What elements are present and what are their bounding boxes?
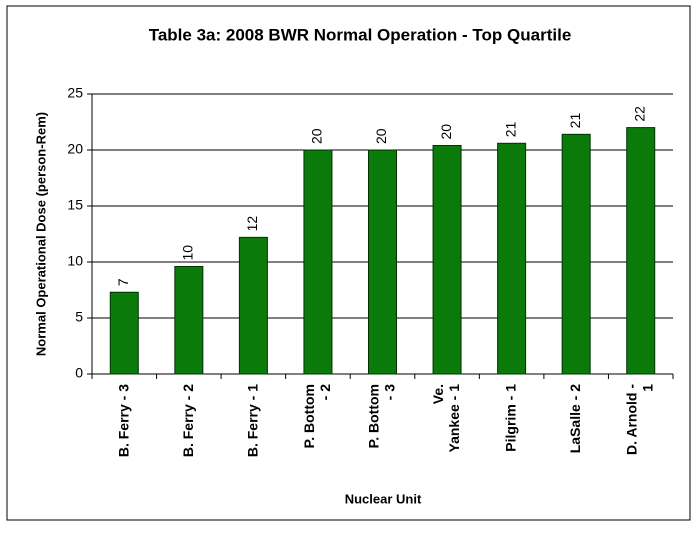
- y-tick-label: 15: [67, 197, 83, 213]
- x-tick-label: Ve.Yankee - 1: [430, 384, 462, 453]
- bar: [561, 133, 591, 375]
- x-tick-label: B. Ferry - 3: [115, 384, 131, 457]
- value-label: 22: [631, 106, 647, 122]
- value-label: 20: [373, 128, 389, 144]
- bar: [626, 127, 656, 375]
- x-tick-label: B. Ferry - 1: [244, 384, 260, 457]
- bar: [303, 149, 333, 375]
- bar: [238, 236, 268, 375]
- value-label: 20: [438, 124, 454, 140]
- chart-title: Table 3a: 2008 BWR Normal Operation - To…: [149, 25, 572, 44]
- value-label: 10: [180, 245, 196, 261]
- value-label: 12: [244, 216, 260, 232]
- value-label: 20: [309, 128, 325, 144]
- bar: [368, 149, 397, 375]
- y-tick-label: 10: [67, 253, 83, 269]
- y-tick-label: 0: [75, 365, 83, 381]
- x-axis-label: Nuclear Unit: [345, 491, 422, 506]
- value-label: 21: [502, 121, 518, 137]
- value-label: 21: [567, 113, 583, 129]
- bar: [174, 265, 204, 375]
- bar: [109, 291, 139, 375]
- y-tick-label: 25: [67, 85, 83, 101]
- bar: [432, 145, 462, 375]
- x-tick-label: Pilgrim - 1: [502, 384, 518, 452]
- x-tick-label: LaSalle - 2: [567, 384, 583, 453]
- y-axis-label: Normal Operational Dose (person-Rem): [33, 112, 48, 356]
- y-tick-label: 5: [75, 309, 83, 325]
- x-tick-label: B. Ferry - 2: [180, 384, 196, 457]
- y-tick-label: 20: [67, 141, 83, 157]
- x-tick-label: P. Bottom- 3: [365, 384, 397, 449]
- x-tick-label: D. Arnold -1: [623, 384, 655, 455]
- value-label: 7: [115, 278, 131, 286]
- x-tick-label: P. Bottom- 2: [301, 384, 333, 449]
- bar: [497, 142, 527, 375]
